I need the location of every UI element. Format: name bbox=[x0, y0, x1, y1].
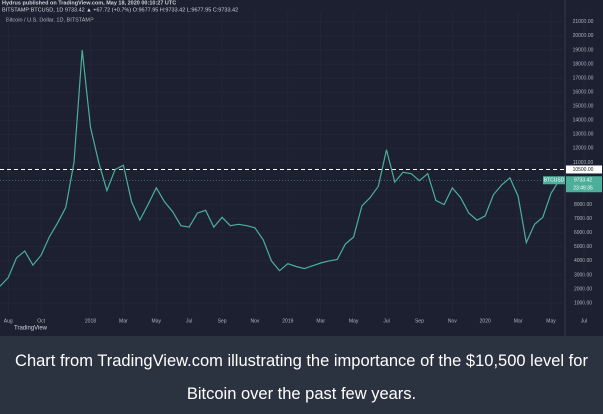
y-tick-label: 13000.00 bbox=[573, 132, 594, 138]
price-line bbox=[0, 49, 560, 287]
x-tick-label: Mar bbox=[316, 318, 325, 324]
symbol-tag: BTCUSD bbox=[544, 178, 565, 184]
x-tick-label: Nov bbox=[448, 318, 457, 324]
y-tick-label: 1000.00 bbox=[574, 300, 592, 306]
x-tick-label: Jul bbox=[383, 318, 389, 324]
y-tick-label: 12000.00 bbox=[573, 146, 594, 152]
caption-line: Bitcoin over the past few years. bbox=[186, 385, 417, 403]
chart: Hydrus published on TradingView.com, May… bbox=[0, 0, 603, 336]
y-tick-label: 11000.00 bbox=[573, 160, 594, 166]
y-tick-label: 20000.00 bbox=[573, 33, 594, 39]
y-tick-label: 2000.00 bbox=[574, 286, 592, 292]
x-tick-label: 2019 bbox=[282, 318, 293, 324]
caption-line: Chart from TradingView.com illustrating … bbox=[15, 352, 588, 370]
x-tick-label: Sep bbox=[218, 318, 227, 324]
y-tick-label: 14000.00 bbox=[573, 118, 594, 124]
x-tick-label: May bbox=[349, 318, 359, 324]
x-tick-label: Sep bbox=[415, 318, 424, 324]
logo: TradingView bbox=[14, 326, 48, 332]
level-label: 10500.00 bbox=[573, 167, 594, 173]
price-tag: 9733.42 bbox=[574, 178, 592, 184]
x-tick-label: Jul bbox=[581, 318, 587, 324]
x-tick-label: Nov bbox=[250, 318, 259, 324]
y-tick-label: 6000.00 bbox=[574, 230, 592, 236]
x-tick-label: May bbox=[546, 318, 556, 324]
x-tick-label: 2020 bbox=[480, 318, 491, 324]
x-tick-label: Mar bbox=[514, 318, 523, 324]
y-tick-label: 16000.00 bbox=[573, 89, 594, 95]
chart-title: Bitcoin / U.S. Dollar, 1D, BITSTAMP bbox=[6, 17, 94, 23]
y-tick-label: 15000.00 bbox=[573, 104, 594, 110]
y-tick-label: 17000.00 bbox=[573, 75, 594, 81]
x-tick-label: Oct bbox=[37, 318, 45, 324]
x-tick-label: May bbox=[152, 318, 162, 324]
x-tick-label: Aug bbox=[4, 318, 13, 324]
y-tick-label: 21000.00 bbox=[573, 19, 594, 25]
publisher-line: Hydrus published on TradingView.com, May… bbox=[2, 0, 176, 6]
symbol-tag-bg bbox=[543, 176, 565, 185]
y-tick-label: 5000.00 bbox=[574, 244, 592, 250]
price-tag-bg bbox=[566, 176, 602, 193]
x-tick-label: Jul bbox=[186, 318, 192, 324]
countdown: 23:49:35 bbox=[573, 186, 593, 192]
level-tag bbox=[566, 165, 602, 174]
y-tick-label: 4000.00 bbox=[574, 258, 592, 264]
x-tick-label: Mar bbox=[119, 318, 128, 324]
y-tick-label: 8000.00 bbox=[574, 202, 592, 208]
x-tick-label: 2018 bbox=[85, 318, 96, 324]
y-tick-label: 19000.00 bbox=[573, 47, 594, 53]
symbol-line: BITSTAMP:BTCUSD, 1D 9733.42 ▲ +67.72 (+0… bbox=[2, 7, 238, 13]
y-tick-label: 3000.00 bbox=[574, 272, 592, 278]
y-tick-label: 18000.00 bbox=[573, 61, 594, 67]
y-tick-label: 7000.00 bbox=[574, 216, 592, 222]
